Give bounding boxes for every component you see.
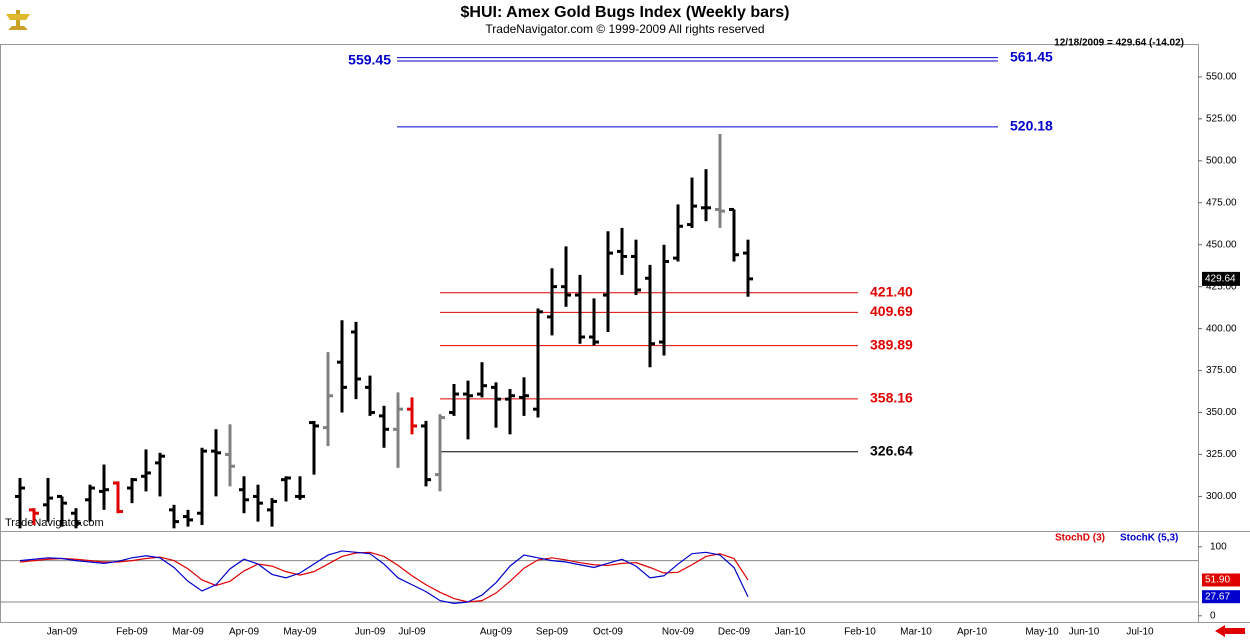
x-tick-label: Jul-09 [398, 627, 426, 638]
value-label: 27.67 [1205, 591, 1230, 602]
level-label: 389.89 [870, 336, 913, 352]
x-tick-label: Dec-09 [718, 627, 751, 638]
y-tick-label: 525.00 [1206, 113, 1237, 124]
x-tick-label: Apr-10 [957, 627, 987, 638]
x-tick-label: Jul-10 [1126, 627, 1154, 638]
x-tick-label: Nov-09 [662, 627, 695, 638]
x-tick-label: Sep-09 [536, 627, 569, 638]
level-label: 409.69 [870, 303, 913, 319]
x-tick-label: Feb-09 [116, 627, 148, 638]
level-label: 421.40 [870, 283, 913, 299]
stoch-line [19, 551, 749, 603]
value-box [1202, 590, 1240, 604]
legend-entry: StochD (3) [1055, 533, 1105, 544]
y-tick-label: 550.00 [1206, 72, 1237, 83]
x-tick-label: Jun-09 [355, 627, 386, 638]
value-label: 51.90 [1205, 575, 1230, 586]
last-info: 12/18/2009 = 429.64 (-14.02) [1054, 38, 1184, 49]
level-label: 326.64 [870, 442, 913, 458]
scroll-arrow[interactable] [1215, 625, 1245, 637]
watermark: TradeNavigator.com [5, 517, 104, 529]
y-tick-label: 300.00 [1206, 491, 1237, 502]
x-tick-label: Jan-09 [47, 627, 78, 638]
y-tick-label: 350.00 [1206, 407, 1237, 418]
x-tick-label: Oct-09 [593, 627, 623, 638]
y-tick-label: 400.00 [1206, 323, 1237, 334]
x-tick-label: Feb-10 [844, 627, 876, 638]
x-tick-label: Mar-10 [900, 627, 932, 638]
y-tick-label: 500.00 [1206, 155, 1237, 166]
y-tick-label: 325.00 [1206, 449, 1237, 460]
level-label: 559.45 [348, 52, 391, 68]
logo [6, 10, 30, 30]
y-tick-label: 375.00 [1206, 365, 1237, 376]
y-tick-label: 100 [1210, 541, 1227, 552]
x-tick-label: Apr-09 [229, 627, 259, 638]
y-tick-label: 425.00 [1206, 281, 1237, 292]
y-tick-label: 450.00 [1206, 239, 1237, 250]
x-tick-label: Jan-10 [775, 627, 806, 638]
x-tick-label: Mar-09 [172, 627, 204, 638]
level-label: 520.18 [1010, 118, 1053, 134]
stoch-line [19, 550, 749, 604]
x-tick-label: Jun-10 [1069, 627, 1100, 638]
x-tick-label: May-10 [1025, 627, 1059, 638]
x-tick-label: May-09 [283, 627, 317, 638]
value-box [1202, 573, 1240, 587]
x-tick-label: Aug-09 [480, 627, 513, 638]
last-price-box [1202, 271, 1240, 286]
last-price-label: 429.64 [1205, 274, 1236, 285]
legend-entry: StochK (5,3) [1120, 533, 1178, 544]
level-label: 358.16 [870, 390, 913, 406]
level-label: 561.45 [1010, 48, 1053, 64]
y-tick-label: 0 [1210, 610, 1216, 621]
chart-subtitle: TradeNavigator.com © 1999-2009 All right… [485, 22, 764, 36]
y-tick-label: 475.00 [1206, 197, 1237, 208]
chart-title: $HUI: Amex Gold Bugs Index (Weekly bars) [461, 4, 790, 21]
